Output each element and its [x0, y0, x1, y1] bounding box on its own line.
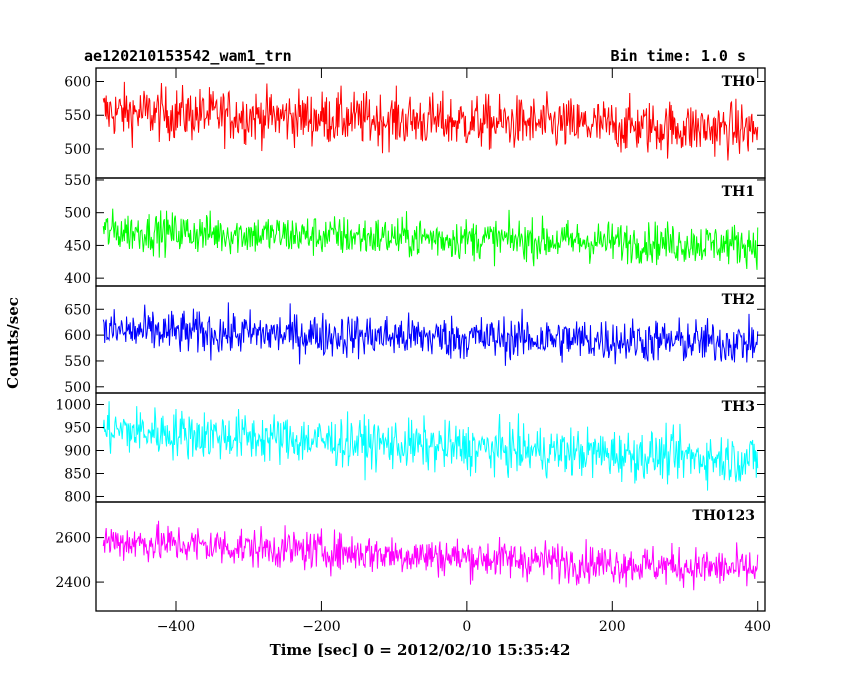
y-tick-label: 500 — [64, 206, 91, 222]
panel-label-th3: TH3 — [722, 399, 755, 415]
panel-th2: 500 550 600 650 TH2 — [64, 285, 766, 396]
chart-title: ae120210153542_wam1_trn — [84, 47, 292, 65]
x-axis: −400 −200 0 200 400 — [157, 68, 771, 635]
y-tick-label: 850 — [64, 466, 91, 482]
series-line-th2 — [102, 302, 759, 366]
x-tick-label: 0 — [462, 619, 471, 635]
y-tick-label: 500 — [64, 142, 91, 158]
bin-time-label: Bin time: 1.0 s — [611, 47, 746, 65]
y-tick-label: 650 — [64, 302, 91, 318]
y-tick-label: 800 — [64, 489, 91, 505]
x-tick-label: −200 — [302, 619, 340, 635]
x-tick-label: 200 — [599, 619, 626, 635]
panel-label-th0: TH0 — [722, 74, 756, 90]
panel-th0: 500 550 600 TH0 — [64, 67, 766, 179]
panel-th1: 400 450 500 550 TH1 — [64, 173, 766, 287]
series-line-th1 — [102, 208, 759, 270]
panel-th0123: 2400 2600 TH0123 — [55, 501, 766, 612]
panel-label-th0123: TH0123 — [692, 508, 755, 524]
x-tick-label: −400 — [157, 619, 195, 635]
y-tick-label: 400 — [64, 271, 91, 287]
y-tick-label: 550 — [64, 354, 91, 370]
x-tick-label: 400 — [744, 619, 771, 635]
panels: 500 550 600 TH0 400 450 500 550 TH1 500 550 600 650 T… — [55, 67, 766, 612]
y-tick-label: 900 — [64, 443, 91, 459]
y-tick-label: 600 — [64, 328, 91, 344]
x-axis-title: Time [sec] 0 = 2012/02/10 15:35:42 — [270, 641, 571, 659]
y-tick-label: 1000 — [55, 397, 91, 413]
series-line-th0123 — [102, 520, 759, 591]
y-tick-label: 450 — [64, 238, 91, 254]
y-tick-label: 2400 — [55, 575, 91, 591]
series-line-th0 — [102, 81, 759, 161]
panel-th3: 800 850 900 950 1000 TH3 — [55, 392, 766, 505]
y-tick-label: 950 — [64, 420, 91, 436]
series-line-th3 — [102, 401, 759, 491]
y-tick-label: 550 — [64, 108, 91, 124]
y-tick-label: 500 — [64, 380, 91, 396]
y-axis-title: Counts/sec — [4, 297, 22, 389]
y-tick-label: 2600 — [55, 531, 91, 547]
panel-frame-th0123 — [95, 501, 766, 612]
panel-label-th1: TH1 — [722, 184, 755, 200]
y-tick-label: 600 — [64, 74, 91, 90]
panel-label-th2: TH2 — [722, 292, 755, 308]
y-tick-label: 550 — [64, 173, 91, 189]
